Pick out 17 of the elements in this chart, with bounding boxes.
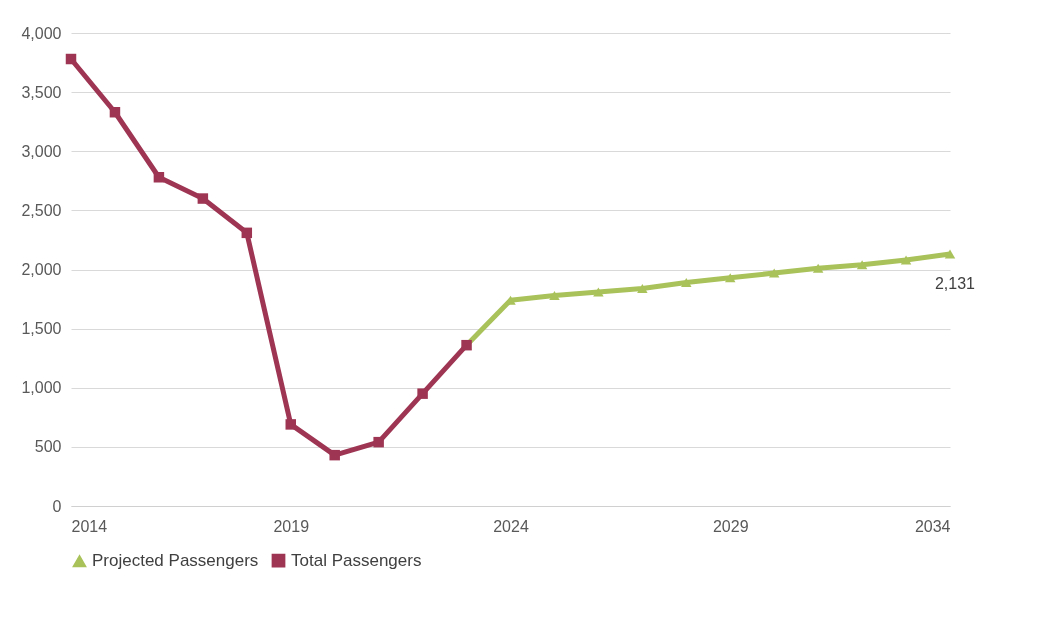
y-tick-label: 3,500 (21, 83, 62, 101)
y-tick-label: 4,000 (21, 24, 62, 42)
y-tick-label: 500 (34, 438, 62, 456)
y-tick-label: 1,500 (21, 320, 62, 338)
x-tick-label: 2014 (71, 517, 108, 535)
x-tick-label: 2034 (914, 517, 951, 535)
y-tick-label: 3,000 (21, 142, 62, 160)
x-tick-label: 2019 (273, 517, 310, 535)
y-tick-label: 2,000 (21, 261, 62, 278)
y-tick-label: 0 (52, 497, 62, 515)
y-tick-label: 1,000 (21, 379, 62, 397)
annotation: 2,131 (934, 275, 976, 293)
y-tick-label: 2,500 (21, 201, 62, 219)
x-tick-label: 2024 (493, 517, 529, 535)
x-tick-label: 2029 (712, 517, 749, 535)
legend-label: Total Passengers (291, 550, 422, 570)
legend-label: Projected Passengers (92, 551, 259, 571)
